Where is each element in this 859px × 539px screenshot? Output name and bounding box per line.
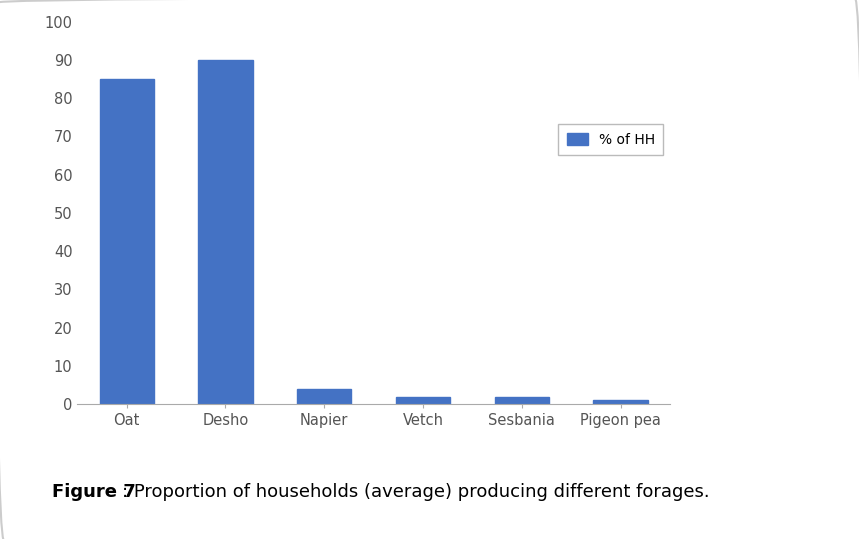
Text: : Proportion of households (average) producing different forages.: : Proportion of households (average) pro… xyxy=(122,483,710,501)
Text: Figure 7: Figure 7 xyxy=(52,483,135,501)
Bar xyxy=(297,389,351,404)
Bar xyxy=(495,397,549,404)
Legend: % of HH: % of HH xyxy=(558,124,663,155)
Bar xyxy=(100,79,154,404)
Bar xyxy=(198,60,253,404)
Bar xyxy=(594,400,648,404)
Bar xyxy=(396,397,450,404)
